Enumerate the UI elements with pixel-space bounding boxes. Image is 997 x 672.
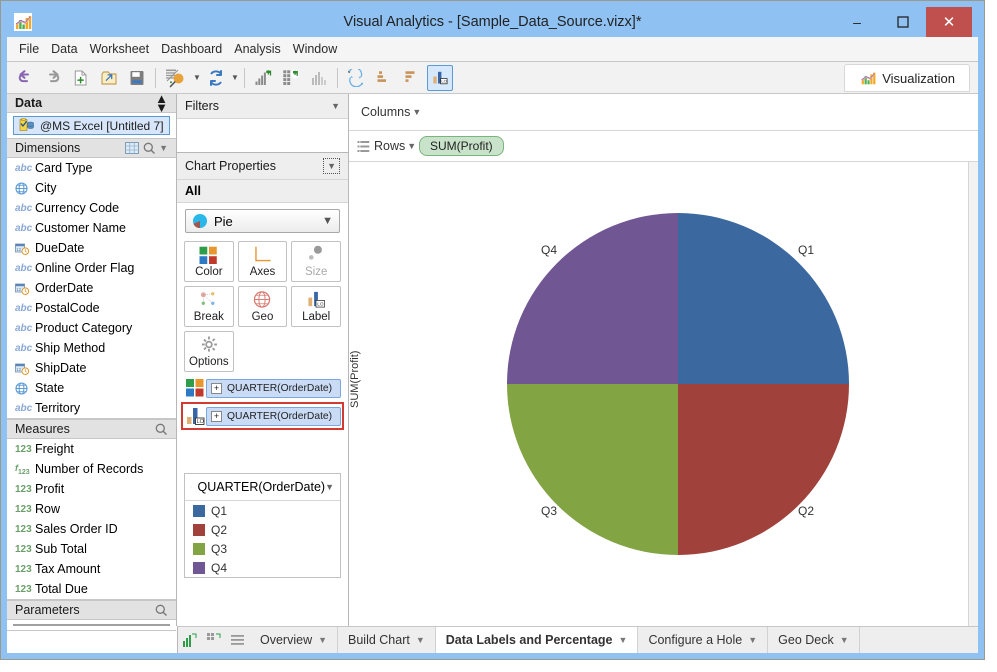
svg-text:Q3: Q3	[541, 504, 557, 518]
svg-text:Q4: Q4	[541, 243, 557, 257]
svg-text:LO: LO	[197, 419, 204, 425]
svg-text:12: 12	[16, 247, 21, 252]
svg-text:LO: LO	[441, 78, 446, 83]
svg-text:12: 12	[16, 287, 21, 292]
svg-text:Q2: Q2	[798, 504, 814, 518]
svg-text:LO: LO	[317, 301, 324, 307]
svg-text:12: 12	[16, 367, 21, 372]
svg-text:Q1: Q1	[798, 243, 814, 257]
